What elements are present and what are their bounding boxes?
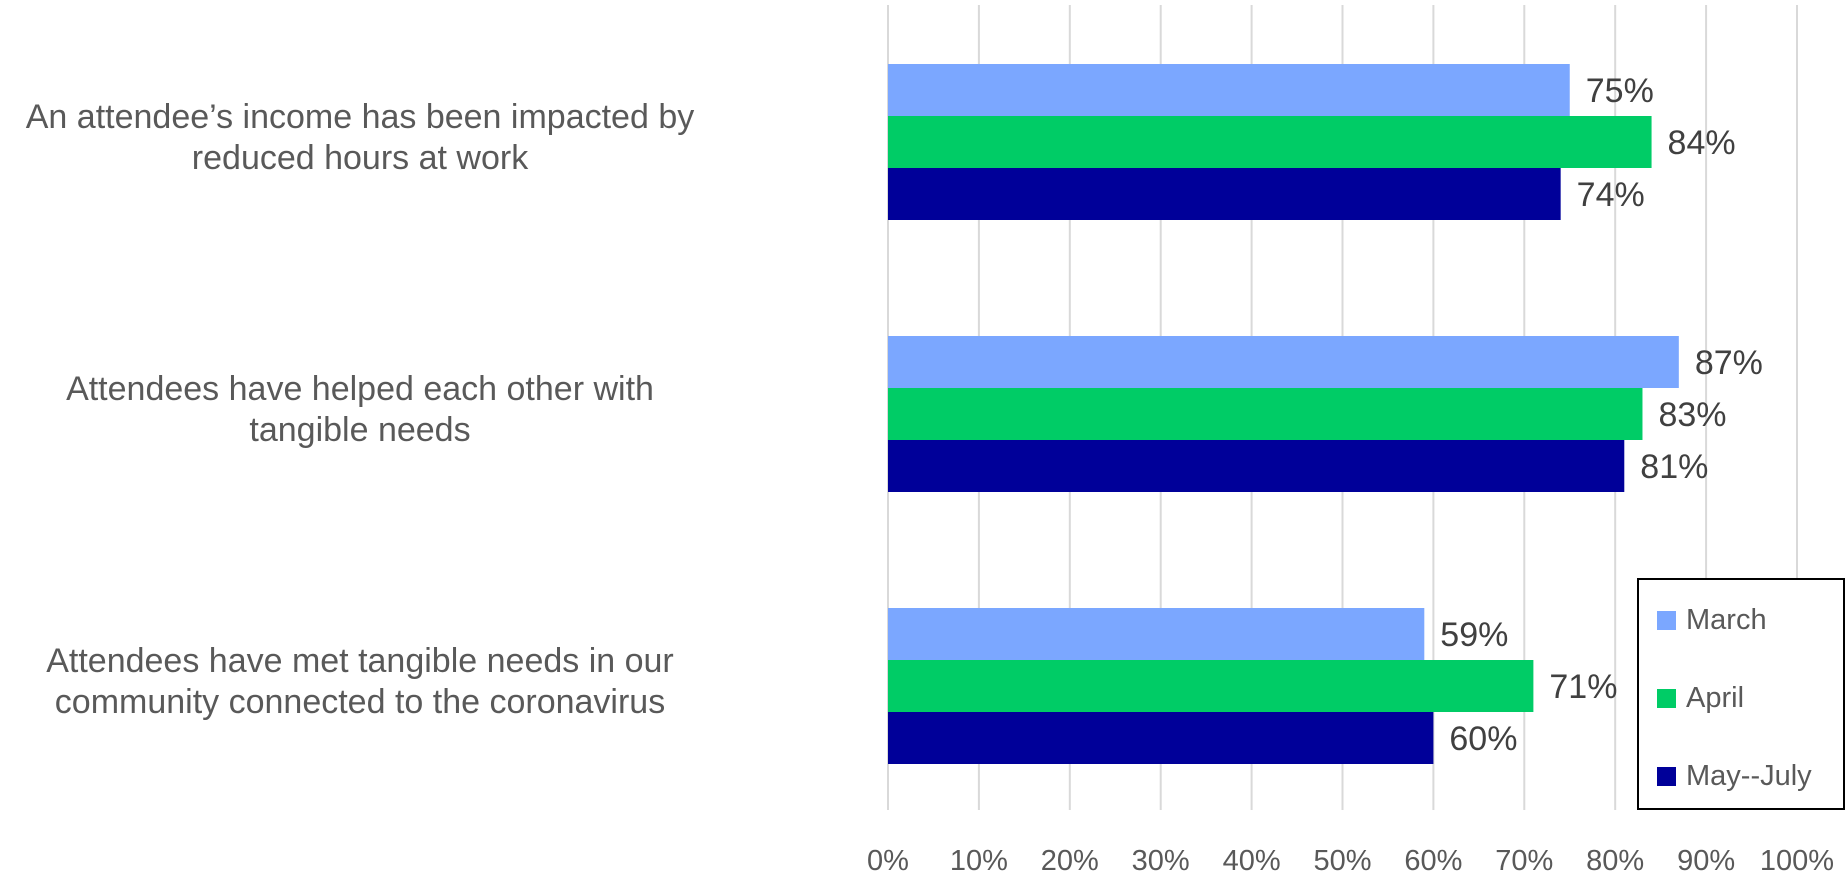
category-label: Attendees have met tangible needs in our… xyxy=(0,641,720,723)
category-label: Attendees have helped each other with ta… xyxy=(0,369,720,451)
bar xyxy=(888,440,1625,492)
x-tick-label: 80% xyxy=(1586,845,1644,874)
data-label: 87% xyxy=(1695,344,1763,382)
data-label: 81% xyxy=(1640,448,1708,486)
data-label: 59% xyxy=(1440,616,1508,654)
category-label: An attendee’s income has been impacted b… xyxy=(0,97,720,179)
x-tick-label: 50% xyxy=(1313,845,1371,874)
data-label: 75% xyxy=(1586,72,1654,110)
x-tick-label: 0% xyxy=(867,845,909,874)
x-tick-label: 90% xyxy=(1677,845,1735,874)
bar xyxy=(888,608,1425,660)
bar xyxy=(888,116,1652,168)
data-label: 83% xyxy=(1658,396,1726,434)
x-tick-label: 100% xyxy=(1760,845,1834,874)
category-label-line: tangible needs xyxy=(249,411,471,449)
legend-item-april[interactable]: April xyxy=(1657,678,1744,718)
legend: March April May--July xyxy=(1637,578,1845,810)
category-label-line: Attendees have met tangible needs in our xyxy=(46,642,674,680)
category-label-line: community connected to the coronavirus xyxy=(54,683,666,721)
x-tick-label: 70% xyxy=(1495,845,1553,874)
x-tick-label: 20% xyxy=(1041,845,1099,874)
legend-label: April xyxy=(1686,681,1745,714)
bar xyxy=(888,168,1561,220)
data-label: 60% xyxy=(1449,720,1517,758)
value-labels: 75% 87% 59% 84% 83% 71% 74% 81% 60% xyxy=(1440,72,1763,758)
x-tick-label: 40% xyxy=(1223,845,1281,874)
data-label: 71% xyxy=(1549,668,1617,706)
x-tick-label: 10% xyxy=(950,845,1008,874)
legend-swatch xyxy=(1657,610,1676,630)
category-label-line: reduced hours at work xyxy=(191,139,529,177)
data-label: 74% xyxy=(1577,176,1645,214)
bar xyxy=(888,336,1679,388)
bar xyxy=(888,712,1434,764)
bar xyxy=(888,388,1643,440)
legend-swatch xyxy=(1657,688,1676,708)
x-tick-labels: 0% 10% 20% 30% 40% 50% 60% 70% 80% 90% 100% xyxy=(867,845,1834,874)
legend-item-may-july[interactable]: May--July xyxy=(1657,756,1812,796)
data-label: 84% xyxy=(1668,124,1736,162)
bar xyxy=(888,660,1534,712)
category-label-line: An attendee’s income has been impacted b… xyxy=(25,98,695,136)
legend-swatch xyxy=(1657,766,1676,786)
x-tick-label: 30% xyxy=(1132,845,1190,874)
legend-item-march[interactable]: March xyxy=(1657,600,1767,640)
legend-label: March xyxy=(1686,603,1767,636)
bars xyxy=(888,64,1679,764)
x-tick-label: 60% xyxy=(1404,845,1462,874)
legend-label: May--July xyxy=(1686,759,1812,792)
bar xyxy=(888,64,1570,116)
category-label-line: Attendees have helped each other with xyxy=(66,370,654,408)
